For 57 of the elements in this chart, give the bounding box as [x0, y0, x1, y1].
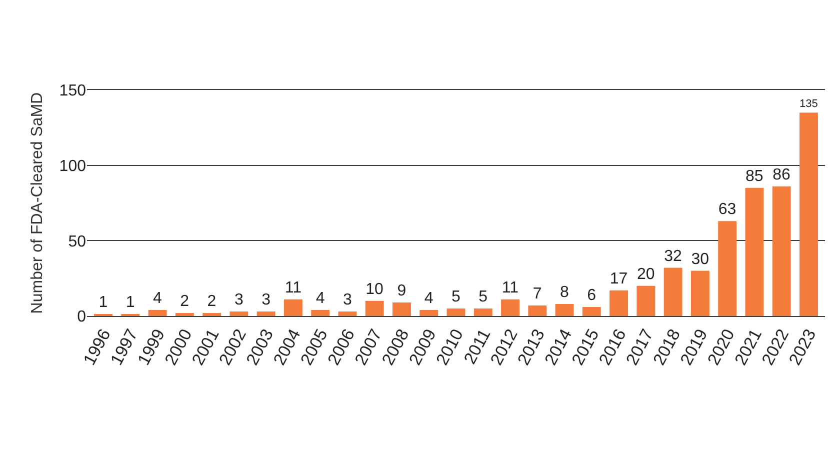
bar: [284, 299, 302, 316]
bar: [230, 311, 248, 316]
data-label: 11: [284, 279, 302, 296]
bar: [311, 310, 330, 316]
bar: [664, 268, 682, 316]
bar: [392, 302, 411, 316]
data-label: 85: [746, 168, 764, 185]
data-label: 1: [126, 294, 135, 311]
data-label: 11: [502, 279, 519, 296]
bar: [690, 270, 710, 316]
bar: [772, 186, 791, 316]
bar: [148, 310, 167, 316]
data-label: 4: [316, 290, 325, 307]
bar: [365, 300, 384, 316]
bar: [582, 306, 601, 316]
bar: [555, 304, 574, 316]
data-label: 4: [424, 290, 434, 307]
data-label: 32: [664, 248, 682, 265]
data-label: 10: [366, 280, 384, 298]
bar: [338, 311, 357, 316]
data-label: 4: [153, 290, 162, 307]
bar: [718, 221, 737, 316]
data-label: 2: [180, 292, 190, 310]
data-label: 30: [691, 250, 710, 268]
data-label: 3: [262, 291, 271, 308]
data-label: 7: [532, 285, 542, 302]
bar: [501, 299, 520, 316]
y-axis-title: Number of FDA-Cleared SaMD: [29, 92, 46, 314]
data-label: 5: [451, 288, 460, 306]
y-tick-label: 50: [68, 233, 86, 250]
y-tick-label: 0: [77, 308, 86, 326]
bar: [636, 286, 656, 316]
bar: [528, 305, 547, 316]
data-label: 3: [234, 291, 244, 308]
data-label: 3: [342, 291, 352, 308]
data-label: 135: [800, 98, 818, 110]
y-tick-label: 150: [59, 82, 86, 100]
bar: [202, 312, 222, 316]
data-label: 17: [610, 270, 628, 288]
y-tick-label: 100: [59, 158, 86, 175]
bar: [175, 312, 194, 316]
bar: [745, 188, 764, 316]
data-label: 6: [587, 286, 596, 304]
data-label: 9: [397, 282, 406, 300]
bar: [474, 308, 492, 316]
data-label: 20: [636, 266, 655, 283]
data-label: 2: [207, 292, 216, 310]
data-label: 5: [478, 288, 488, 306]
bar: [610, 290, 628, 316]
bar: [446, 308, 466, 316]
data-label: 86: [772, 166, 791, 184]
bar: [800, 112, 818, 316]
data-label: 1: [98, 294, 108, 311]
data-label: 63: [718, 201, 736, 218]
bar: [420, 310, 438, 316]
bar: [256, 311, 276, 316]
data-label: 8: [560, 284, 570, 301]
